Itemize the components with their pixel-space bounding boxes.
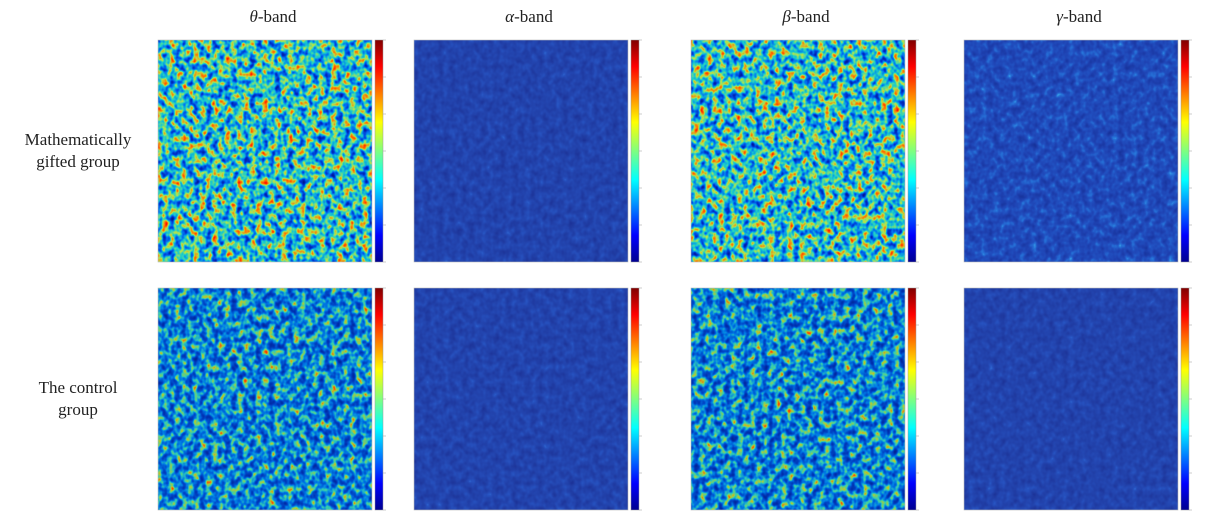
colorbar [630, 39, 640, 263]
column-header: θ-band [249, 7, 297, 26]
heatmap [158, 288, 372, 510]
row-label: The control [39, 378, 118, 397]
heatmap-panel [963, 287, 1192, 511]
heatmap [414, 288, 628, 510]
colorbar [374, 39, 384, 263]
band-symbol: α [505, 7, 515, 26]
band-symbol: γ [1056, 7, 1064, 26]
heatmap [964, 40, 1178, 262]
column-header: β-band [781, 7, 830, 26]
heatmap-panel [413, 39, 642, 263]
heatmap-panel [690, 287, 919, 511]
band-suffix: -band [258, 7, 297, 26]
colorbar [630, 287, 640, 511]
row-label: Mathematically [25, 130, 132, 149]
colorbar [907, 287, 917, 511]
column-header: γ-band [1056, 7, 1102, 26]
heatmap-frame [157, 39, 373, 263]
heatmap-frame [413, 287, 629, 511]
heatmap [158, 40, 372, 262]
heatmap-panel [157, 287, 386, 511]
row-label: group [58, 400, 98, 419]
heatmap [691, 40, 905, 262]
band-symbol: θ [249, 7, 257, 26]
band-suffix: -band [1063, 7, 1102, 26]
heatmap [414, 40, 628, 262]
band-suffix: -band [791, 7, 830, 26]
band-symbol: β [781, 7, 791, 26]
heatmap-panel [157, 39, 386, 263]
colorbar [374, 287, 384, 511]
heatmap [691, 288, 905, 510]
row-label: gifted group [36, 152, 120, 171]
heatmap-panel [963, 39, 1192, 263]
heatmap-frame [963, 287, 1179, 511]
column-header: α-band [505, 7, 553, 26]
heatmap-frame [690, 39, 906, 263]
heatmap-frame [690, 287, 906, 511]
heatmap-panel [690, 39, 919, 263]
heatmap-panel [413, 287, 642, 511]
colorbar [1180, 287, 1190, 511]
heatmap-frame [157, 287, 373, 511]
heatmap [964, 288, 1178, 510]
heatmap-frame [963, 39, 1179, 263]
band-suffix: -band [514, 7, 553, 26]
colorbar [1180, 39, 1190, 263]
heatmap-frame [413, 39, 629, 263]
colorbar [907, 39, 917, 263]
